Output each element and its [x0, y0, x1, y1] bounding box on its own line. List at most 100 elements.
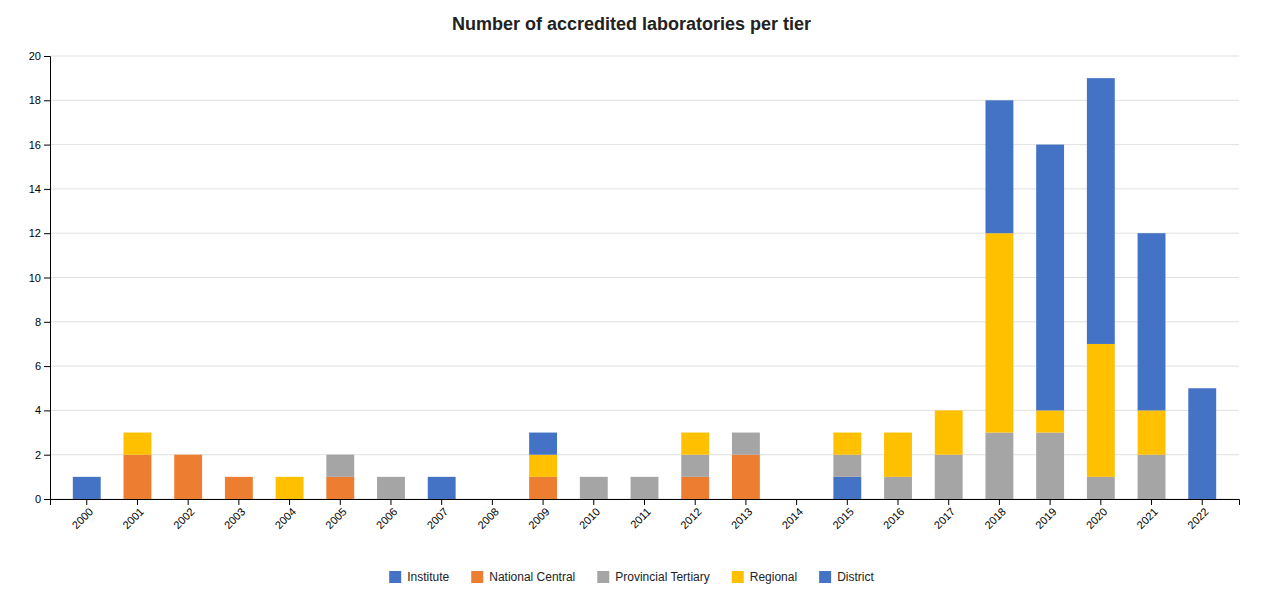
tick: 8	[35, 316, 50, 328]
tick: 2019	[1033, 499, 1059, 531]
bar	[124, 432, 152, 433]
bars	[73, 78, 1216, 499]
tick-label: 4	[35, 404, 41, 416]
bar	[681, 432, 709, 433]
bar	[1087, 477, 1115, 499]
tick: 2001	[120, 499, 146, 531]
title: Number of accredited laboratories per ti…	[452, 14, 811, 34]
tick-label: 8	[35, 316, 41, 328]
series	[124, 233, 1166, 499]
tick-mark	[238, 499, 239, 505]
tick: 14	[29, 183, 50, 195]
tick-label: 0	[35, 493, 41, 505]
bar	[326, 454, 354, 455]
tick-mark	[1202, 499, 1203, 505]
grid-line	[50, 56, 1239, 57]
bar	[783, 499, 811, 500]
tick-label: 2001	[120, 505, 146, 531]
series	[326, 433, 1165, 499]
tick-label: 2003	[222, 505, 248, 531]
tick-mark	[745, 499, 746, 505]
bar	[73, 476, 101, 477]
bar	[833, 477, 861, 499]
bar	[884, 433, 912, 477]
legend-item: District	[819, 570, 874, 584]
bar	[631, 477, 659, 499]
legend-label: Provincial Tertiary	[615, 570, 709, 584]
bar	[580, 477, 608, 499]
tick-mark	[188, 499, 189, 505]
tick-label: 2018	[982, 505, 1008, 531]
bar	[732, 432, 760, 433]
tick-mark	[340, 499, 341, 505]
tick: 2016	[881, 499, 907, 531]
series	[529, 78, 1216, 499]
tick-label: 2014	[779, 505, 805, 531]
tick-label: 2008	[475, 505, 501, 531]
bar	[935, 410, 963, 411]
legend-label: Regional	[750, 570, 797, 584]
tick-mark	[543, 499, 544, 505]
tick-label: 6	[35, 360, 41, 372]
tick: 2000	[70, 499, 96, 531]
bar	[580, 476, 608, 477]
tick-label: 2002	[171, 505, 197, 531]
tick-mark	[44, 100, 50, 101]
tick: 2006	[374, 499, 400, 531]
tick-mark	[492, 499, 493, 505]
bar	[580, 476, 608, 477]
bar	[985, 100, 1013, 233]
tick: 10	[29, 272, 50, 284]
bar	[529, 433, 557, 455]
series	[124, 455, 760, 499]
tick-label: 2009	[526, 505, 552, 531]
bar	[174, 454, 202, 455]
tick-label: 14	[29, 183, 41, 195]
tick-mark	[948, 499, 949, 505]
bar	[174, 454, 202, 455]
tick-mark	[1151, 499, 1152, 505]
bar	[985, 233, 1013, 432]
tick: 2020	[1084, 499, 1110, 531]
chart: Number of accredited laboratories per ti…	[0, 0, 1263, 599]
legend-item: Institute	[389, 570, 449, 584]
x-axis: 2000200120022003200420052006200720082009…	[51, 499, 1240, 531]
bar	[1087, 344, 1115, 477]
tick-label: 2004	[272, 505, 298, 531]
bar	[681, 455, 709, 477]
tick: 2008	[475, 499, 501, 531]
bar	[478, 499, 506, 500]
tick: 12	[29, 227, 50, 239]
bar	[174, 454, 202, 455]
bar	[377, 477, 405, 499]
bar	[1188, 388, 1216, 499]
tick-label: 2000	[70, 505, 96, 531]
bar	[833, 432, 861, 433]
tick: 2015	[830, 499, 856, 531]
legend-swatch	[389, 571, 401, 583]
tick-label: 2	[35, 449, 41, 461]
bar	[124, 455, 152, 499]
bar	[326, 455, 354, 477]
tick-mark	[44, 322, 50, 323]
tick-mark	[44, 366, 50, 367]
bar	[225, 476, 253, 477]
bar	[1036, 145, 1064, 411]
grid-line	[50, 100, 1239, 101]
tick-label: 2022	[1185, 505, 1211, 531]
tick: 2012	[678, 499, 704, 531]
tick: 2002	[171, 499, 197, 531]
bar	[783, 499, 811, 500]
tick-label: 2020	[1084, 505, 1110, 531]
tick: 2003	[222, 499, 248, 531]
tick-label: 2012	[678, 505, 704, 531]
axis-line	[44, 57, 51, 500]
tick-mark	[593, 499, 594, 505]
tick: 2009	[526, 499, 552, 531]
tick: 2005	[323, 499, 349, 531]
bar	[732, 432, 760, 433]
tick-mark	[695, 499, 696, 505]
bar	[935, 455, 963, 499]
bar	[73, 476, 101, 477]
bar	[428, 476, 456, 477]
